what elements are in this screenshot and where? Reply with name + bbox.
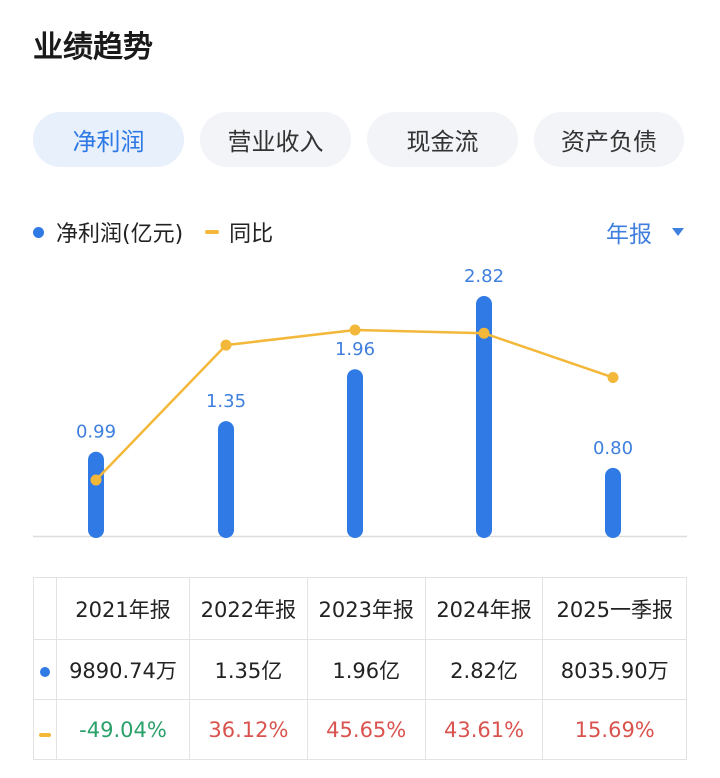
chart-legend: 净利润(亿元) 同比: [33, 216, 273, 248]
profit-indicator-cell: [33, 639, 57, 700]
bar-value-label-4: 0.80: [593, 438, 633, 459]
tab-balance-sheet[interactable]: 资产负债: [534, 112, 684, 167]
yoy-point-1[interactable]: [220, 339, 232, 351]
table-header-cell: 2023年报: [306, 577, 426, 640]
yoy-dash-icon: [39, 732, 51, 737]
table-header-cell: 2025一季报: [542, 577, 687, 640]
bar-2[interactable]: [347, 369, 363, 538]
chevron-down-icon: [672, 228, 684, 236]
tab-revenue[interactable]: 营业收入: [200, 112, 351, 167]
period-selector-label: 年报: [606, 222, 652, 248]
bar-value-label-3: 2.82: [464, 266, 504, 287]
profit-chart: 0.99 1.35 1.96 2.82 0.80: [33, 266, 687, 538]
table-header-cell: 2021年报: [56, 577, 190, 640]
table-cell: 8035.90万: [542, 639, 687, 700]
header-blank-cell: [33, 577, 57, 640]
metric-tabs: 净利润 营业收入 现金流 资产负债: [33, 112, 684, 167]
profit-dot-icon: [40, 666, 50, 677]
data-table: 2021年报 2022年报 2023年报 2024年报 2025一季报 9890…: [33, 577, 687, 760]
bar-value-label-1: 1.35: [206, 391, 246, 412]
table-cell: 2.82亿: [424, 639, 544, 700]
yoy-point-0[interactable]: [90, 474, 102, 486]
line-legend-dash-icon: [205, 230, 220, 234]
table-cell: 45.65%: [306, 699, 426, 760]
legend-line-label: 同比: [229, 222, 274, 247]
table-cell: 15.69%: [542, 699, 687, 760]
tab-net-profit[interactable]: 净利润: [33, 112, 184, 167]
table-cell: 1.96亿: [306, 639, 426, 700]
table-header-row: 2021年报 2022年报 2023年报 2024年报 2025一季报: [33, 577, 687, 640]
bar-legend-dot-icon: [33, 226, 44, 238]
tab-cash-flow[interactable]: 现金流: [367, 112, 518, 167]
table-row-yoy: -49.04% 36.12% 45.65% 43.61% 15.69%: [33, 699, 687, 760]
table-row-profit: 9890.74万 1.35亿 1.96亿 2.82亿 8035.90万: [33, 639, 687, 700]
bar-value-label-0: 0.99: [76, 422, 116, 443]
bar-4[interactable]: [605, 467, 621, 538]
table-cell: 1.35亿: [188, 639, 308, 700]
table-header-cell: 2022年报: [188, 577, 308, 640]
bar-value-label-2: 1.96: [335, 339, 375, 360]
yoy-point-4[interactable]: [607, 371, 619, 383]
table-cell: 9890.74万: [56, 639, 190, 700]
table-header-cell: 2024年报: [424, 577, 544, 640]
yoy-point-2[interactable]: [349, 324, 361, 336]
bar-3[interactable]: [476, 296, 492, 538]
period-selector[interactable]: 年报: [606, 215, 684, 249]
bar-1[interactable]: [218, 421, 234, 538]
table-cell: 43.61%: [424, 699, 544, 760]
bar-0[interactable]: [88, 451, 104, 538]
page-title: 业绩趋势: [33, 30, 153, 65]
legend-bar-label: 净利润(亿元): [56, 222, 184, 247]
yoy-point-3[interactable]: [478, 327, 490, 339]
table-cell: 36.12%: [188, 699, 308, 760]
table-cell: -49.04%: [56, 699, 190, 760]
yoy-indicator-cell: [33, 699, 57, 760]
